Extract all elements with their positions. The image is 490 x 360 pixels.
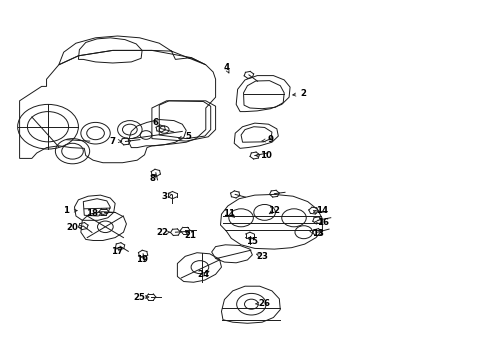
Text: 14: 14 [317,206,328,215]
Text: 12: 12 [269,206,280,215]
Text: 25: 25 [134,292,146,302]
Text: 18: 18 [86,209,98,217]
Text: 22: 22 [157,228,169,237]
Text: 16: 16 [318,218,329,227]
Text: 10: 10 [260,151,271,160]
Text: 24: 24 [197,270,209,279]
Text: 7: 7 [110,136,116,145]
Text: 15: 15 [246,237,258,246]
Text: 4: 4 [223,63,229,72]
Text: 21: 21 [184,231,196,240]
Text: 23: 23 [256,252,268,261]
Text: 20: 20 [67,223,78,232]
Text: 1: 1 [63,206,69,215]
Text: 26: 26 [259,299,270,307]
Text: 5: 5 [186,132,192,140]
Text: 13: 13 [313,230,324,239]
Text: 19: 19 [136,255,148,264]
Text: 9: 9 [268,135,273,144]
Text: 17: 17 [111,247,122,256]
Text: 11: 11 [223,209,235,217]
Text: 2: 2 [301,89,307,98]
Text: 3: 3 [161,192,167,201]
Text: 8: 8 [150,174,156,183]
Text: 6: 6 [153,118,159,127]
